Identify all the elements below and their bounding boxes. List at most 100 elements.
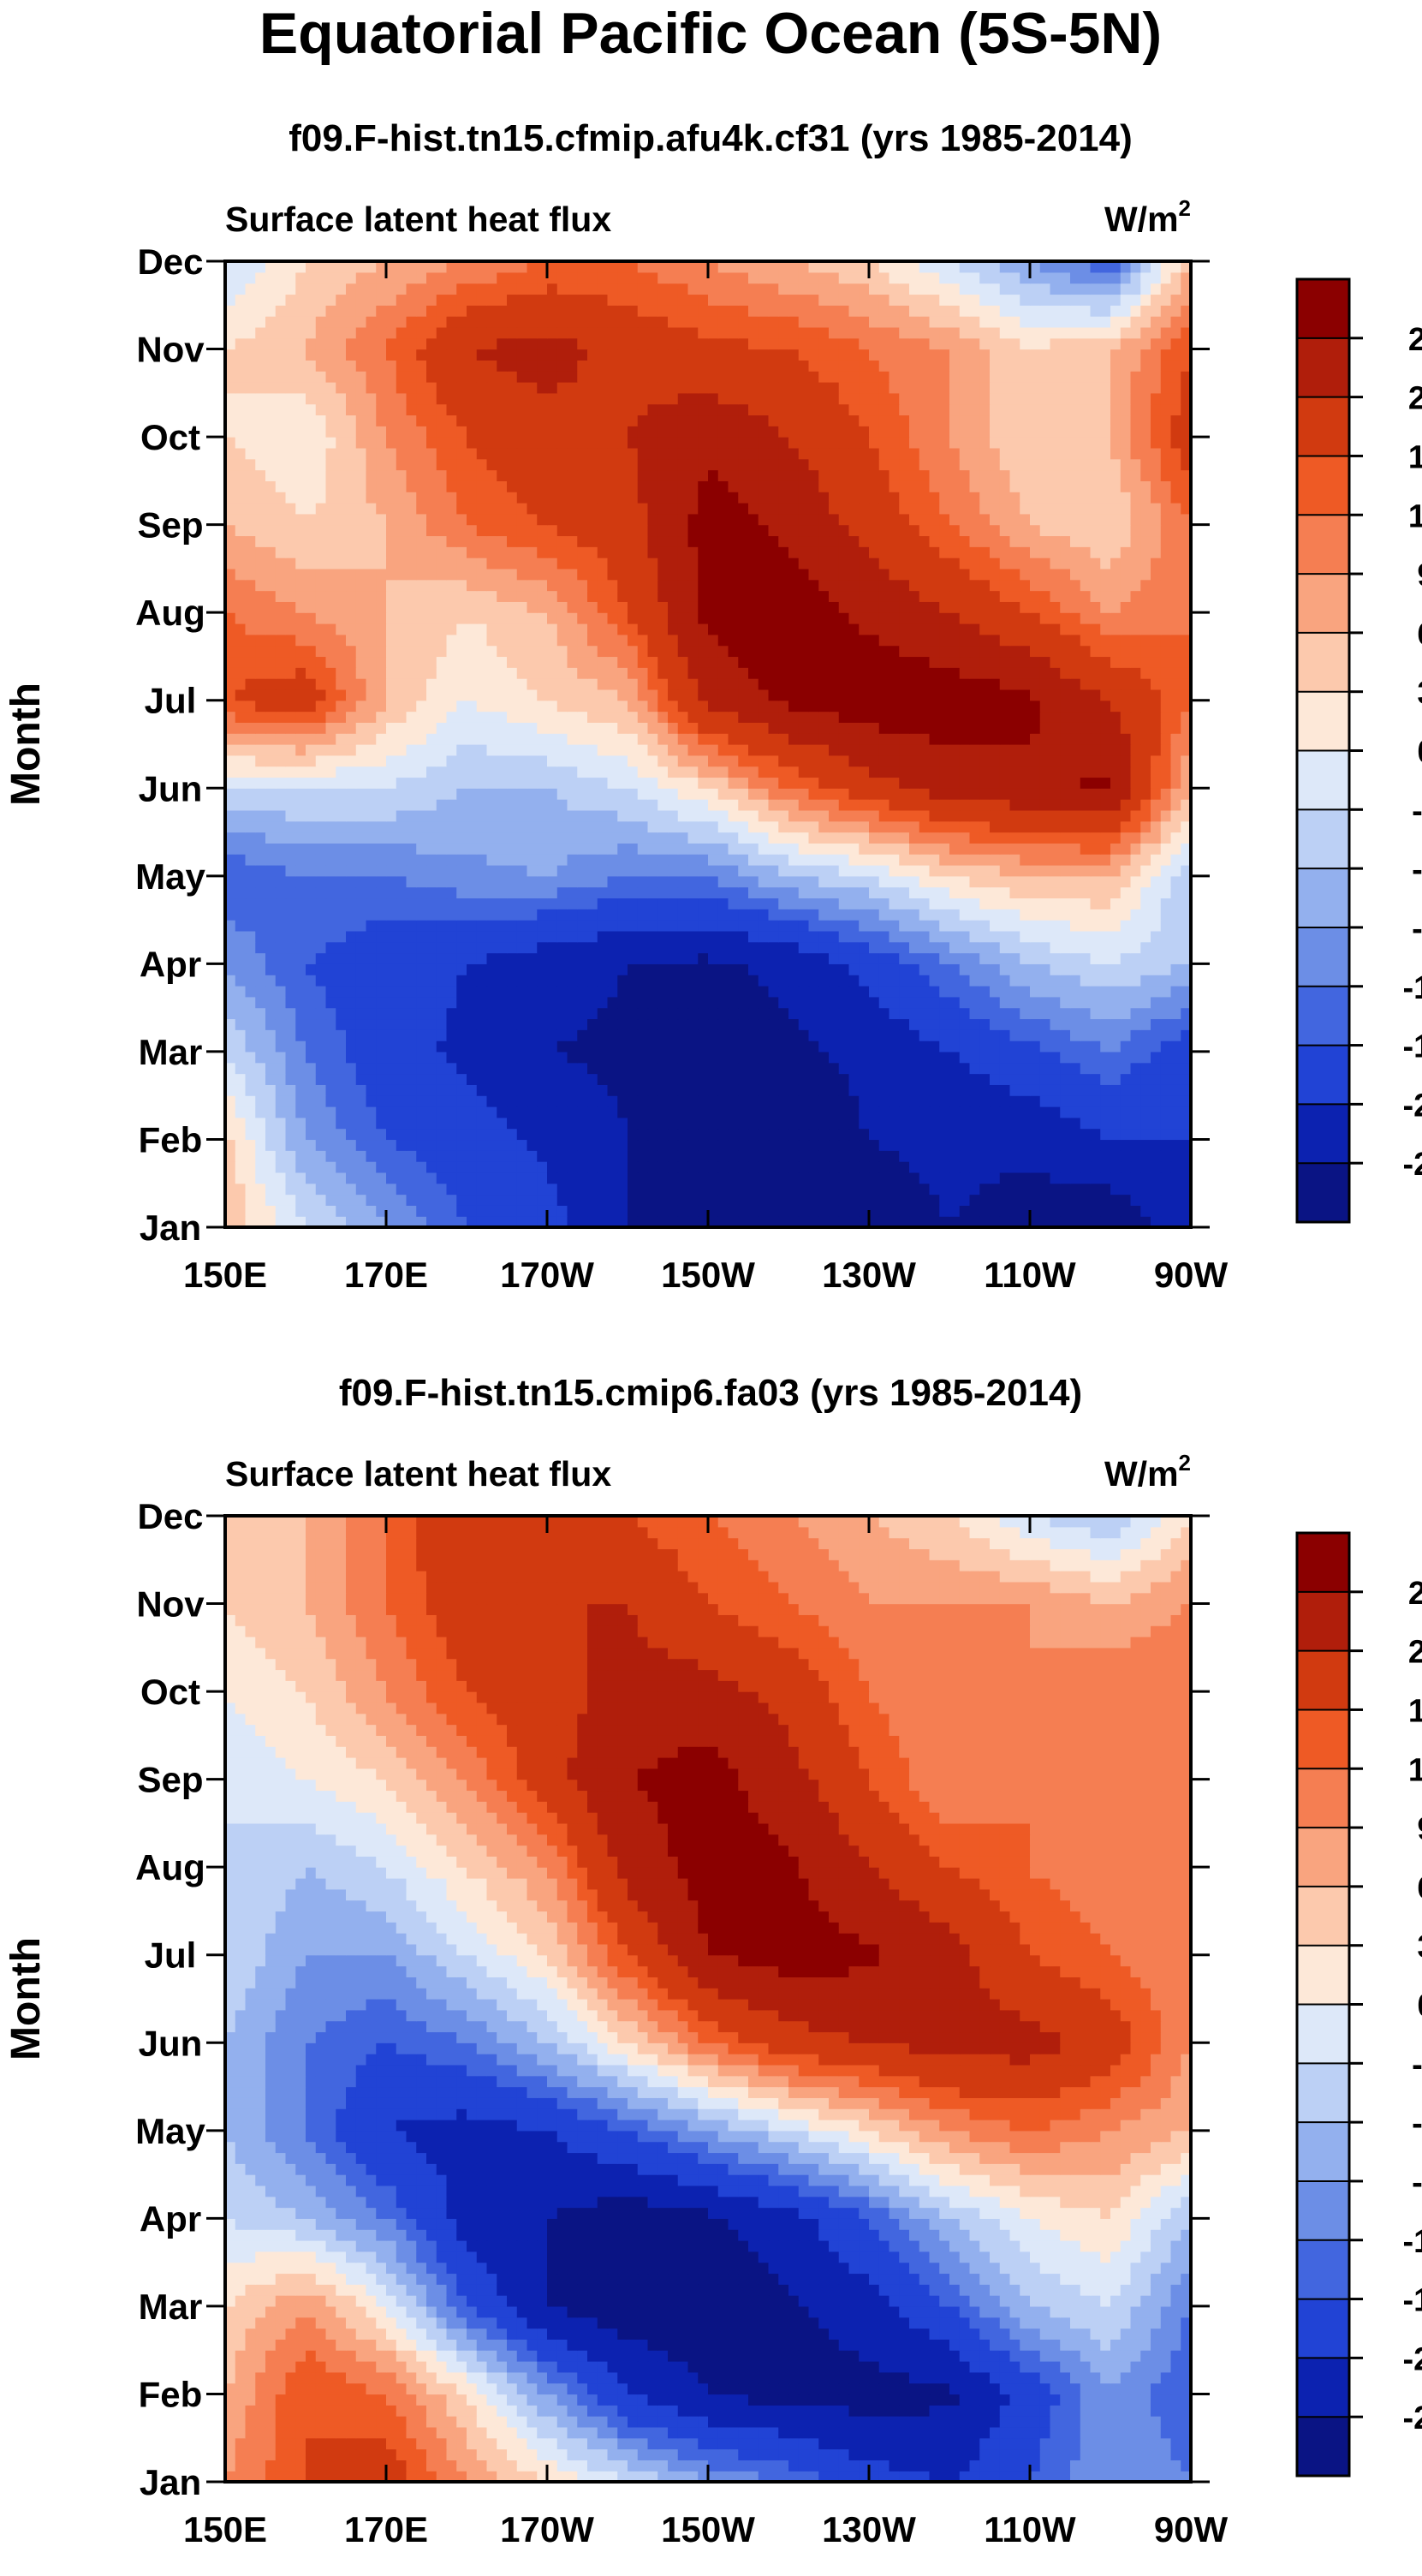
heat-cell	[426, 854, 437, 866]
heat-cell	[225, 1161, 236, 1173]
heat-cell	[959, 975, 971, 987]
heat-cell	[426, 996, 437, 1009]
heat-cell	[426, 1161, 437, 1173]
heat-cell	[758, 1095, 770, 1107]
heat-cell	[829, 865, 840, 877]
heat-cell	[949, 667, 961, 679]
heat-cell	[919, 678, 931, 690]
heat-cell	[355, 788, 367, 800]
heat-cell	[1140, 1051, 1151, 1064]
heat-cell	[426, 1172, 437, 1184]
heat-cell	[919, 930, 931, 943]
heat-cell	[798, 1029, 810, 1041]
heat-cell	[265, 744, 277, 756]
heat-cell	[778, 930, 789, 943]
heat-cell	[859, 799, 870, 811]
heat-cell	[537, 1029, 548, 1041]
heat-cell	[325, 1062, 336, 1075]
heat-cell	[295, 788, 306, 800]
heat-cell	[1070, 766, 1081, 778]
heat-cell	[617, 963, 628, 975]
heat-cell	[285, 667, 296, 679]
heat-cell	[567, 1150, 578, 1162]
heat-cell	[677, 678, 689, 690]
heat-cell	[1039, 733, 1051, 745]
heat-cell	[1170, 744, 1181, 756]
heat-cell	[869, 886, 880, 899]
heat-cell	[1039, 1172, 1051, 1184]
heat-cell	[556, 678, 568, 690]
heat-cell	[456, 1095, 467, 1107]
heat-cell	[728, 820, 739, 833]
heat-cell	[859, 886, 870, 899]
heat-cell	[1039, 886, 1051, 899]
heat-cell	[657, 1150, 669, 1162]
heat-cell	[516, 1062, 528, 1075]
heat-cell	[537, 754, 548, 767]
heat-cell	[1050, 975, 1061, 987]
heat-cell	[567, 1139, 578, 1151]
heat-cell	[567, 854, 578, 866]
heat-cell	[909, 1150, 920, 1162]
heat-cell	[717, 1018, 729, 1030]
heat-cell	[527, 952, 538, 964]
heat-cell	[406, 799, 417, 811]
heat-cell	[556, 1029, 568, 1041]
heat-cell	[396, 1007, 408, 1020]
heat-cell	[486, 711, 497, 723]
heat-cell	[597, 1194, 609, 1206]
heat-cell	[467, 1216, 478, 1227]
heat-cell	[497, 689, 508, 701]
heat-cell	[878, 820, 890, 833]
heat-cell	[587, 1084, 598, 1096]
heat-cell	[325, 1007, 336, 1020]
heat-cell	[456, 744, 467, 756]
heat-cell	[1009, 1194, 1020, 1206]
heat-cell	[778, 809, 789, 822]
heat-cell	[748, 854, 759, 866]
heat-cell	[717, 1216, 729, 1227]
heat-cell	[969, 865, 980, 877]
heat-cell	[798, 799, 810, 811]
heat-cell	[717, 777, 729, 789]
heat-cell	[436, 986, 448, 998]
heat-cell	[295, 832, 306, 844]
heat-cell	[507, 766, 518, 778]
heat-cell	[245, 996, 256, 1009]
heat-cell	[1100, 1194, 1111, 1206]
heat-cell	[306, 875, 317, 888]
heat-cell	[1030, 1117, 1041, 1130]
heat-cell	[325, 1041, 336, 1052]
heat-cell	[869, 930, 880, 943]
heat-cell	[1009, 1084, 1020, 1096]
heat-cell	[637, 941, 649, 954]
heat-cell	[657, 843, 669, 855]
heat-cell	[909, 909, 920, 921]
heat-cell	[628, 820, 639, 833]
heat-cell	[295, 777, 306, 789]
heat-cell	[999, 820, 1011, 833]
heat-cell	[547, 1205, 558, 1217]
heat-cell	[668, 678, 679, 690]
heat-cell	[547, 854, 558, 866]
heat-cell	[306, 1172, 317, 1184]
heat-cell	[798, 930, 810, 943]
heat-cell	[537, 1041, 548, 1052]
heat-cell	[426, 733, 437, 745]
heat-cell	[547, 909, 558, 921]
heat-cell	[717, 788, 729, 800]
heat-cell	[1160, 1029, 1172, 1041]
heat-cell	[1140, 711, 1151, 723]
heat-cell	[426, 1018, 437, 1030]
heat-cell	[778, 1095, 789, 1107]
heat-cell	[556, 1106, 568, 1118]
heat-cell	[1120, 667, 1132, 679]
heat-cell	[245, 952, 256, 964]
heat-cell	[527, 975, 538, 987]
heat-cell	[1100, 820, 1111, 833]
heat-cell	[1020, 1183, 1031, 1196]
heat-cell	[567, 1205, 578, 1217]
heat-cell	[295, 733, 306, 745]
heat-cell	[376, 986, 387, 998]
heat-cell	[628, 1172, 639, 1184]
